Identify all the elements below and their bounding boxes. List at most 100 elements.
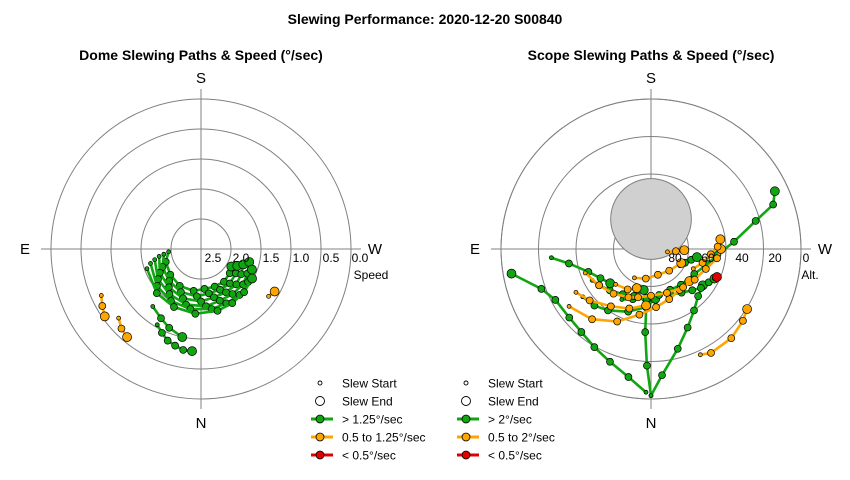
- dome-radial-tick-label: 2.0: [233, 251, 250, 265]
- scope-slew-point: [727, 334, 736, 343]
- scope-slew-point: [634, 293, 642, 302]
- scope-slew-point: [730, 237, 738, 246]
- scope-slew-point: [663, 289, 671, 297]
- scope-compass-south: S: [646, 70, 656, 87]
- dome-slew-point: [99, 311, 110, 322]
- scope-slew-point: [679, 245, 690, 256]
- scope-radial-axis-label: Alt.: [801, 268, 818, 282]
- scope-slew-point: [606, 357, 614, 366]
- dome-slew-path-line: [161, 254, 239, 298]
- scope-legend-label: 0.5 to 2°/sec: [488, 431, 555, 445]
- scope-slew-path: [613, 282, 642, 294]
- scope-slew-point: [665, 266, 674, 275]
- dome-slew-path-line: [157, 256, 245, 303]
- scope-slew-point: [565, 313, 574, 322]
- legend-marker-swatch: [461, 450, 471, 460]
- dome-slew-point: [210, 293, 218, 302]
- scope-slew-point: [694, 292, 702, 300]
- dome-slew-point: [247, 264, 257, 275]
- scope-slew-point: [624, 293, 633, 302]
- dome-slew-point: [158, 328, 166, 337]
- scope-slew-point: [658, 371, 666, 380]
- dome-slew-point: [156, 254, 162, 259]
- scope-slew-point: [652, 303, 660, 311]
- dome-slew-point: [166, 249, 171, 255]
- scope-slew-point: [713, 242, 722, 251]
- scope-slew-point: [654, 270, 662, 279]
- scope-slew-point: [549, 255, 554, 261]
- scope-slew-point: [707, 349, 715, 357]
- scope-legend-label: > 2°/sec: [488, 413, 532, 427]
- dome-slew-paths: [98, 249, 280, 356]
- legend-marker-swatch: [461, 432, 471, 442]
- dome-radial-tick-label: 0.5: [323, 251, 340, 265]
- dome-legend-label: > 1.25°/sec: [342, 413, 403, 427]
- dome-slew-path: [144, 266, 257, 318]
- scope-slew-point: [566, 304, 572, 309]
- dome-slew-point: [150, 304, 156, 309]
- dome-compass-east: E: [20, 241, 30, 258]
- dome-radial-tick-label: 1.0: [293, 251, 310, 265]
- scope-slew-point: [635, 310, 644, 319]
- scope-slew-point: [679, 283, 687, 292]
- dome-slew-path: [266, 286, 280, 299]
- scope-slew-path-line: [643, 298, 653, 396]
- scope-polar-grid: [491, 89, 811, 409]
- scope-legend-item: Slew Start: [463, 377, 543, 391]
- scope-slew-point: [769, 200, 778, 209]
- dome-slew-path: [150, 304, 188, 342]
- scope-slew-point: [577, 328, 586, 336]
- scope-slew-point: [698, 258, 707, 267]
- slew-start-marker: [317, 380, 323, 386]
- scope-slew-point: [624, 373, 633, 381]
- scope-slew-point: [742, 304, 752, 314]
- dome-slew-path: [154, 322, 197, 356]
- dome-legend: Slew Start Slew End > 1.25°/sec 0.5 to 1.25…: [311, 377, 426, 463]
- dome-slew-path-line: [164, 251, 233, 293]
- dome-slew-point: [179, 346, 188, 354]
- scope-slew-point: [585, 296, 594, 305]
- dome-compass-north: N: [196, 415, 207, 432]
- dome-legend-item: < 0.5°/sec: [311, 449, 396, 463]
- scope-slew-point: [573, 289, 579, 295]
- dome-legend-item: > 1.25°/sec: [311, 413, 403, 427]
- scope-slew-point: [565, 259, 573, 268]
- scope-legend-item: 0.5 to 2°/sec: [457, 431, 555, 445]
- scope-slew-point: [609, 289, 618, 298]
- dome-slew-point: [165, 323, 174, 332]
- dome-slew-path-line: [151, 305, 184, 339]
- scope-legend-item: > 2°/sec: [457, 413, 532, 427]
- scope-slew-paths: [506, 186, 780, 399]
- scope-axis-labels: S N E W 80 60 40 20 0 Alt.: [470, 70, 833, 432]
- scope-compass-north: N: [646, 415, 657, 432]
- scope-slew-point: [605, 278, 615, 289]
- scope-slew-point: [643, 361, 651, 370]
- dome-axis-labels: S N E W 2.5 2.0 1.5 1.0 0.5 0.0 Speed: [20, 70, 388, 432]
- scope-slew-point: [697, 352, 703, 358]
- scope-slew-path: [665, 245, 690, 256]
- dome-slew-point: [152, 289, 161, 298]
- scope-slew-point: [690, 306, 698, 315]
- dome-compass-south: S: [196, 70, 206, 87]
- scope-legend: Slew Start Slew End > 2°/sec 0.5 to 2°/sec <…: [457, 377, 555, 463]
- dome-slew-point: [98, 302, 107, 310]
- scope-slew-point: [619, 297, 625, 302]
- scope-slew-point: [595, 281, 603, 290]
- scope-slew-point: [715, 234, 726, 245]
- scope-slew-point: [590, 343, 599, 351]
- dome-slew-point: [163, 336, 172, 345]
- scope-slew-point: [673, 344, 682, 353]
- scope-slew-point: [641, 300, 651, 311]
- dome-slew-point: [122, 332, 132, 342]
- scope-slew-point: [613, 282, 618, 287]
- dome-slew-point: [161, 251, 167, 257]
- scope-chart-title: Scope Slewing Paths & Speed (°/sec): [528, 47, 775, 63]
- scope-slew-point: [506, 268, 517, 279]
- dome-radial-axis-label: Speed: [354, 268, 389, 282]
- scope-slew-point: [770, 186, 780, 197]
- scope-radial-tick-label: 20: [768, 251, 782, 265]
- dome-slew-point: [98, 293, 104, 298]
- moon-avoidance-disk: [610, 178, 692, 260]
- scope-slew-point: [537, 285, 546, 293]
